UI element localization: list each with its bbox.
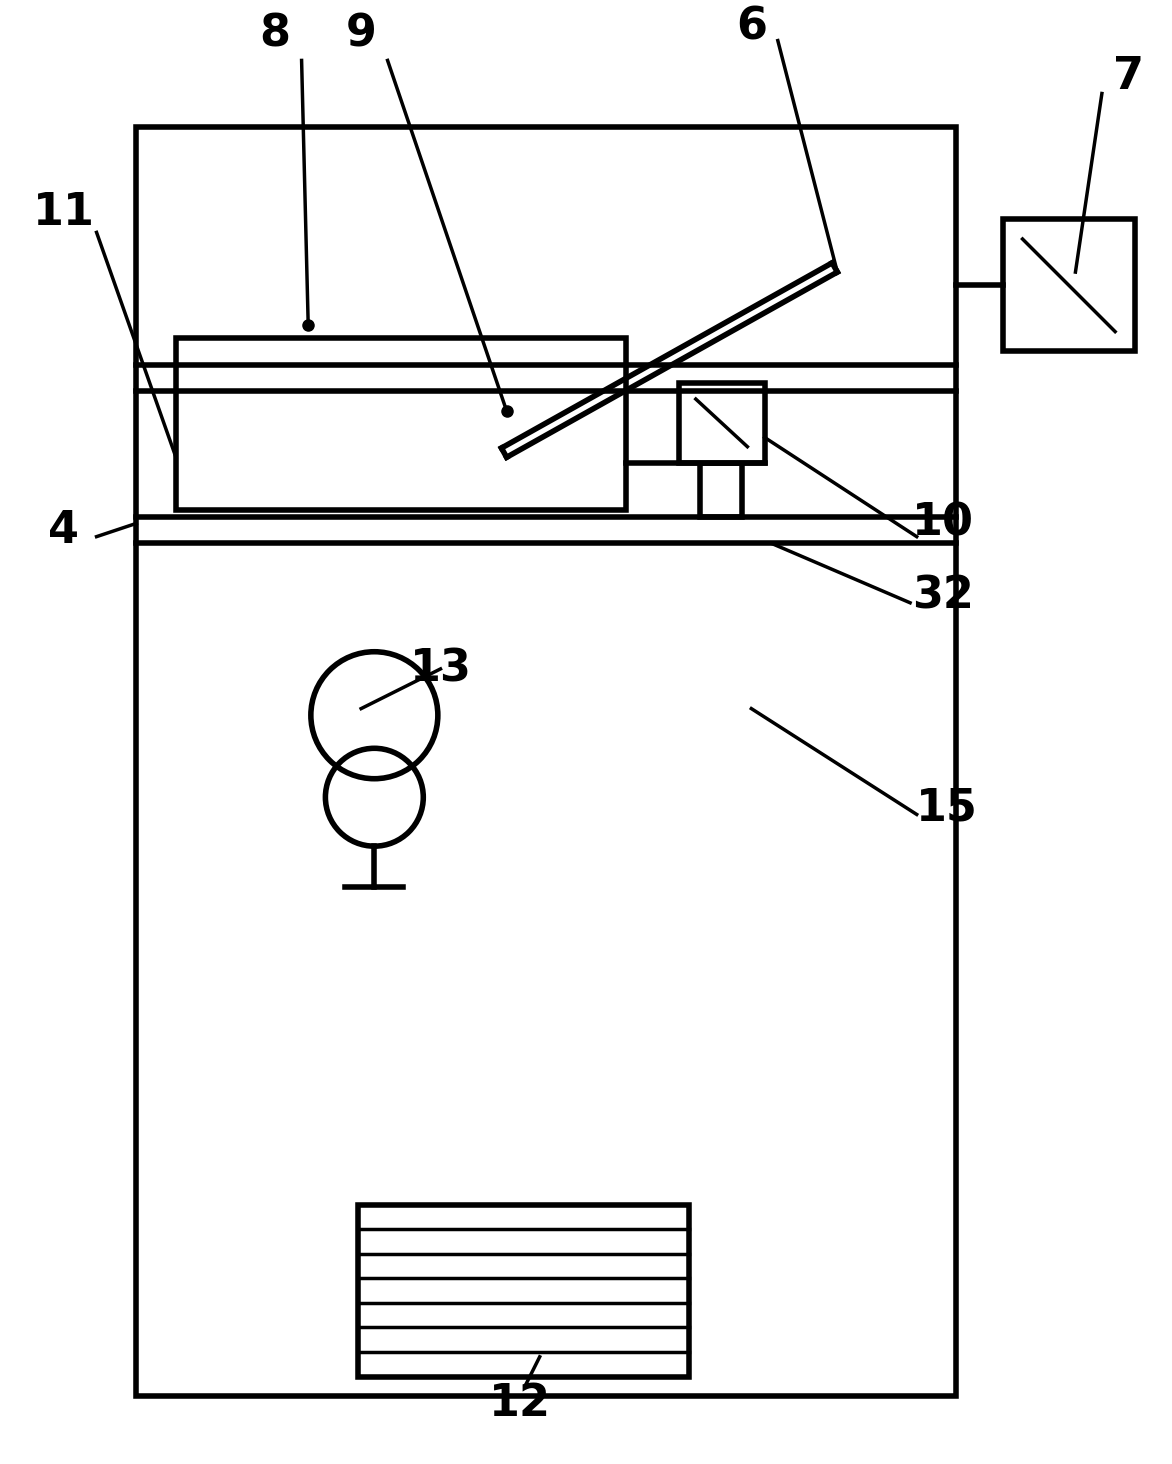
Bar: [679, 384, 764, 463]
Text: 32: 32: [912, 575, 974, 618]
Bar: [359, 1205, 689, 1376]
Bar: [700, 463, 742, 517]
Text: 9: 9: [346, 13, 376, 56]
Text: 6: 6: [736, 6, 766, 48]
Bar: [176, 338, 626, 509]
Text: 10: 10: [912, 502, 974, 545]
Text: 7: 7: [1113, 54, 1144, 98]
Text: 11: 11: [33, 192, 95, 234]
Text: 13: 13: [409, 647, 471, 691]
Text: 8: 8: [260, 13, 291, 56]
Text: 15: 15: [917, 786, 979, 829]
Text: 4: 4: [48, 508, 79, 552]
Text: 12: 12: [489, 1382, 551, 1424]
Bar: [1003, 220, 1134, 351]
Bar: [136, 126, 956, 1397]
